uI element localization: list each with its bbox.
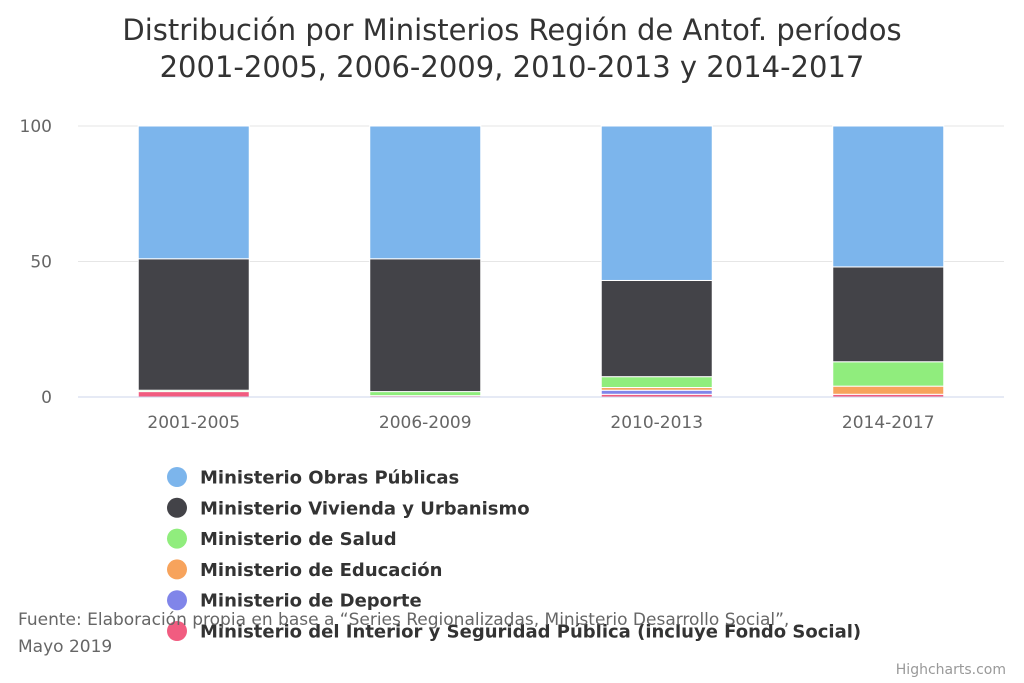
legend-label: Ministerio de Deporte [200,591,422,612]
legend-item[interactable]: Ministerio Vivienda y Urbanismo [167,497,530,520]
legend-item[interactable]: Ministerio de Educación [167,559,442,581]
legend-label: Ministerio Vivienda y Urbanismo [200,498,530,519]
legend-item[interactable]: Ministerio de Deporte [167,590,422,612]
legend: Ministerio Obras Públicas Ministerio Vivi… [167,467,861,643]
bar-segment[interactable] [369,391,482,397]
legend-marker [167,559,187,580]
x-axis-ticks: 2001-2005 2006-2009 2010-2013 2014-2017 [147,413,934,433]
legend-marker [167,528,187,549]
bar-segment[interactable] [832,385,945,395]
bar-segment[interactable] [832,266,945,363]
legend-marker [167,497,187,518]
chart-title: Distribución por Ministerios Región de A… [122,13,901,47]
y-tick-label: 0 [41,388,52,408]
legend-label: Ministerio del Interior y Seguridad Públ… [200,622,861,643]
legend-label: Ministerio Obras Públicas [200,468,459,489]
legend-marker [167,621,187,641]
legend-item[interactable]: Ministerio Obras Públicas [167,467,459,489]
bar-segment[interactable] [832,361,945,387]
bar-segment[interactable] [600,279,713,378]
legend-marker [167,467,187,487]
y-axis-ticks: 0 50 100 [20,117,52,408]
source-note-line-2: Mayo 2019 [18,637,112,657]
source-note-line-1: Fuente: Elaboración propia en base a “Se… [18,610,789,630]
bar-segment[interactable] [137,125,250,260]
bar-segment[interactable] [600,376,713,389]
bar-segment[interactable] [369,258,482,393]
x-tick-label: 2010-2013 [610,413,703,433]
legend-label: Ministerio de Salud [200,529,397,550]
credits-link[interactable]: Highcharts.com [896,662,1006,678]
bar-segment[interactable] [369,125,482,260]
legend-item[interactable]: Ministerio de Salud [167,528,397,551]
y-tick-label: 100 [20,117,52,137]
bar-segment[interactable] [600,125,713,281]
bar-segment[interactable] [600,389,713,395]
x-tick-label: 2014-2017 [842,413,935,433]
legend-item[interactable]: Ministerio del Interior y Seguridad Públ… [167,621,861,643]
x-tick-label: 2006-2009 [379,413,472,433]
legend-label: Ministerio de Educación [200,560,442,581]
bar-segment[interactable] [137,391,250,398]
x-tick-label: 2001-2005 [147,413,240,433]
bar-segment[interactable] [832,125,945,268]
legend-marker [167,590,187,611]
chart-title-line-2: 2001-2005, 2006-2009, 2010-2013 y 2014-2… [160,50,865,84]
y-tick-label: 50 [30,253,52,273]
bars [137,125,945,398]
bar-segment[interactable] [137,258,250,391]
